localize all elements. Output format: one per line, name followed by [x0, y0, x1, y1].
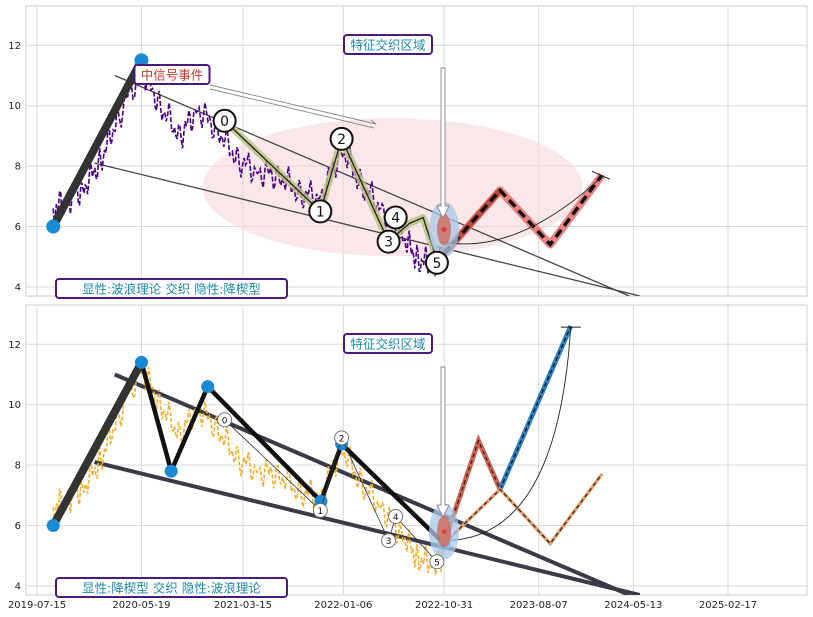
focus-dot [441, 227, 447, 233]
zone-arrow [436, 67, 450, 220]
y-tick-label: 6 [15, 222, 21, 233]
y-tick-label: 6 [15, 521, 21, 532]
feature-zone-label-box [343, 34, 433, 55]
wave-label-5: 5 [432, 256, 441, 272]
pivot-marker [134, 355, 148, 369]
lower-trend-line [93, 460, 641, 595]
projection-dashed-line [442, 174, 604, 255]
wave-label-3: 3 [386, 537, 392, 547]
pivot-marker [164, 464, 178, 478]
y-tick-label: 4 [15, 282, 21, 293]
x-tick-label: 2025-02-17 [699, 600, 757, 611]
wave-label-4: 4 [393, 513, 399, 523]
zone-arrow [436, 366, 450, 519]
pivot-marker [46, 519, 60, 533]
wave-label-2: 2 [339, 434, 345, 444]
lower-trend-line [94, 162, 640, 296]
y-tick-label: 12 [8, 340, 21, 351]
wave-label-1: 1 [316, 204, 325, 220]
projection-arc [440, 174, 604, 245]
feature-zone-ellipse [202, 118, 583, 257]
signal-event-label-box [133, 64, 211, 85]
pivot-marker [46, 219, 61, 234]
pivot-marker [201, 380, 215, 394]
signal-arrow [209, 84, 377, 129]
y-tick-label: 10 [8, 101, 21, 112]
pivot-marker [134, 53, 149, 68]
x-tick-label: 2022-10-31 [415, 600, 473, 611]
projection-orange-dash [443, 473, 603, 545]
y-tick-label: 12 [8, 41, 21, 52]
wave-label-circle [383, 205, 408, 230]
plot-area: 0 1 2 3 4 5 [46, 325, 641, 595]
wave-label-0: 0 [220, 114, 229, 130]
pattern-legend-label-box [55, 577, 288, 598]
x-tick-label: 2023-08-07 [510, 600, 568, 611]
y-tick-label: 4 [15, 581, 21, 592]
impulse-leg [49, 56, 146, 231]
x-tick-label: 2022-01-06 [314, 600, 372, 611]
pattern-legend-label: 显性:波浪理论 交织 隐性:降楔型 [82, 282, 261, 297]
projection-red-dash [443, 439, 501, 544]
x-tick-label: 2020-05-19 [112, 600, 170, 611]
y-tick-label: 8 [15, 461, 21, 472]
projection-blue-dash [499, 325, 572, 490]
x-tick-label: 2024-05-13 [604, 600, 662, 611]
wave-label-circle [329, 126, 354, 151]
wave-label-circle [308, 199, 333, 224]
projection-endcap [591, 170, 611, 180]
wave-path-line [224, 419, 438, 563]
wave-label-circle [334, 430, 350, 446]
projection-arc [444, 326, 572, 542]
pattern-legend-label-box [55, 278, 288, 299]
focus-dot [441, 529, 447, 535]
impulse-leg [49, 358, 146, 530]
wave-label-5: 5 [434, 558, 440, 568]
wave-label-circle [429, 554, 445, 570]
wave-label-circle [381, 533, 397, 549]
y-tick-label: 10 [8, 400, 21, 411]
wave-label-4: 4 [391, 210, 400, 226]
y-tick-label: 8 [15, 162, 21, 173]
feature-zone-label: 特征交织区域 [350, 337, 425, 352]
feature-zone-label-box [343, 333, 433, 354]
wave-label-0: 0 [222, 416, 228, 426]
x-tick-label: 2021-03-15 [214, 600, 272, 611]
wave-label-circle [388, 509, 404, 524]
plot-area: 0 1 2 3 4 5 [46, 53, 640, 296]
wave-label-1: 1 [317, 507, 323, 517]
wave-label-circle [376, 229, 401, 254]
signal-event-label: 中信号事件 [141, 68, 204, 83]
wave-label-2: 2 [337, 132, 346, 148]
feature-zone-label: 特征交织区域 [350, 38, 425, 53]
wave-label-circle [212, 108, 237, 133]
wave-label-circle [312, 502, 328, 518]
wave-label-3: 3 [384, 235, 393, 251]
wave-label-circle [424, 250, 449, 275]
pattern-legend-label: 显性:降楔型 交织 隐性:波浪理论 [82, 581, 261, 596]
x-tick-label: 2019-07-15 [8, 600, 66, 611]
wave-label-circle [217, 412, 233, 428]
